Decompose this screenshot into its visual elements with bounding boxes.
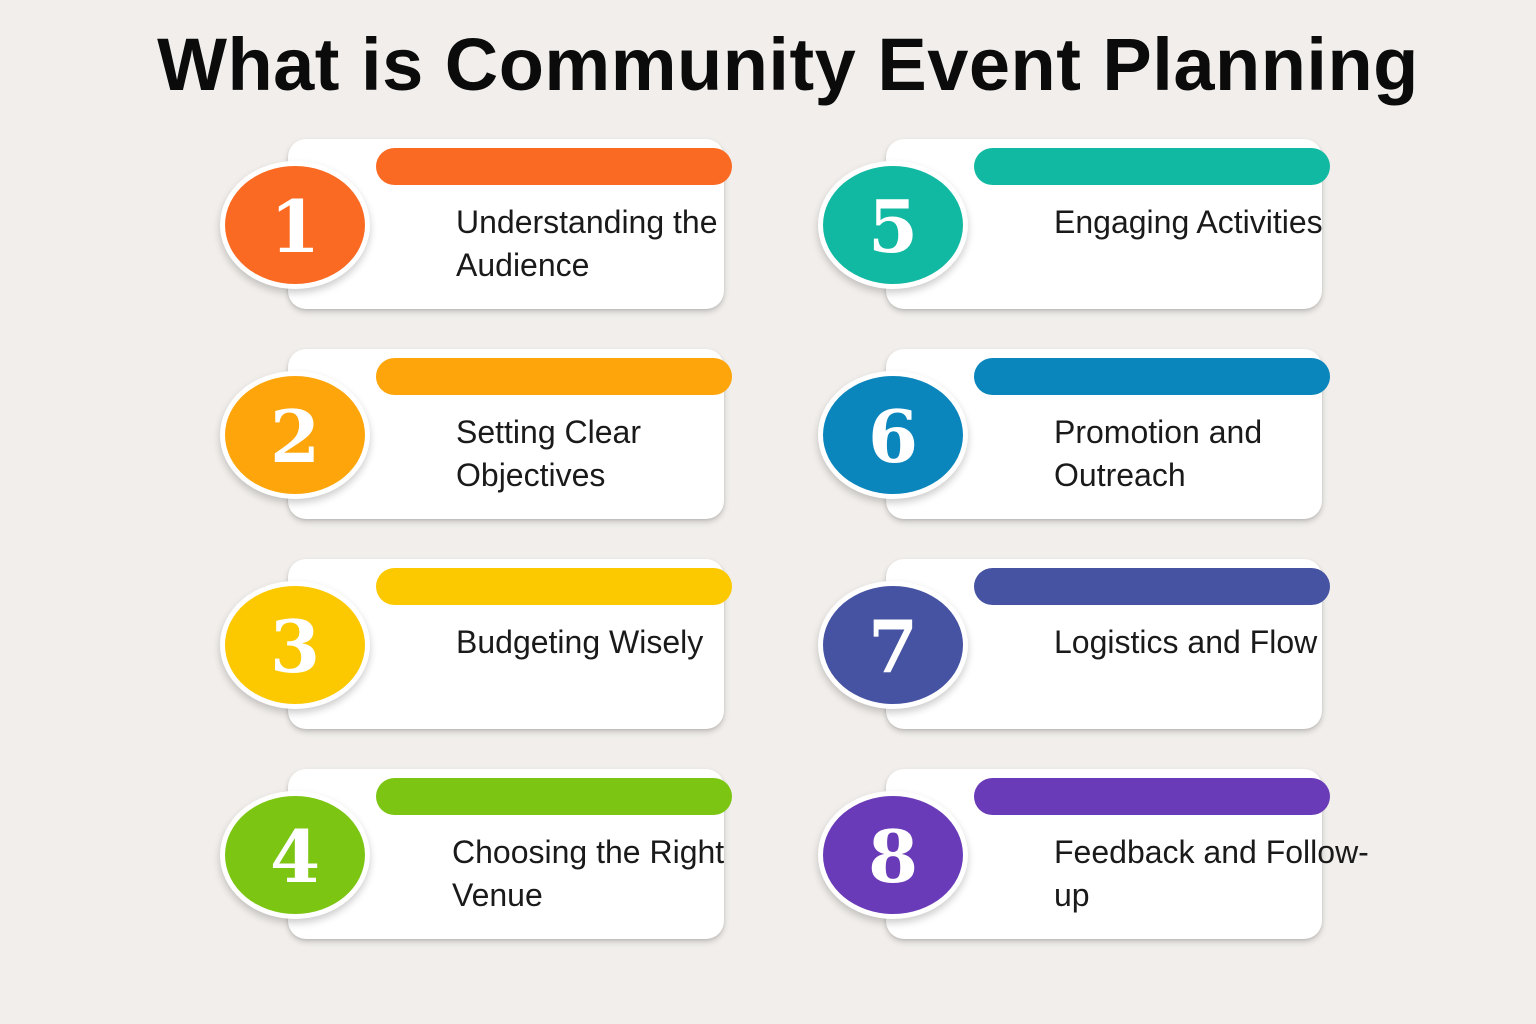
step-6: Promotion and Outreach 6 bbox=[818, 349, 1338, 521]
step-2: Setting Clear Objectives 2 bbox=[220, 349, 740, 521]
step-label: Logistics and Flow bbox=[1054, 624, 1318, 660]
step-color-bar bbox=[974, 148, 1330, 185]
step-number: 5 bbox=[867, 184, 919, 269]
step-number: 3 bbox=[269, 604, 321, 689]
step-1: Understanding the Audience 1 bbox=[220, 139, 740, 311]
step-color-bar bbox=[974, 358, 1330, 395]
step-color-bar bbox=[376, 568, 732, 605]
step-number: 7 bbox=[867, 604, 919, 689]
step-label: Engaging Activities bbox=[1054, 204, 1323, 240]
step-number-badge: 7 bbox=[818, 581, 968, 709]
page-title: What is Community Event Planning bbox=[157, 23, 1419, 106]
step-number-badge: 4 bbox=[220, 791, 370, 919]
step-number-badge: 8 bbox=[818, 791, 968, 919]
step-number-badge: 1 bbox=[220, 161, 370, 289]
step-7: Logistics and Flow 7 bbox=[818, 559, 1338, 731]
step-number: 1 bbox=[269, 184, 321, 269]
step-number: 6 bbox=[867, 394, 919, 479]
step-label: Choosing the Right Venue bbox=[452, 834, 725, 913]
step-color-bar bbox=[376, 778, 732, 815]
step-number-badge: 3 bbox=[220, 581, 370, 709]
step-label: Setting Clear Objectives bbox=[456, 414, 641, 493]
step-color-bar bbox=[974, 568, 1330, 605]
step-number-badge: 2 bbox=[220, 371, 370, 499]
step-3: Budgeting Wisely 3 bbox=[220, 559, 740, 731]
step-color-bar bbox=[974, 778, 1330, 815]
step-number: 8 bbox=[867, 814, 919, 899]
step-label: Understanding the Audience bbox=[456, 204, 718, 283]
step-5: Engaging Activities 5 bbox=[818, 139, 1338, 311]
step-number-badge: 6 bbox=[818, 371, 968, 499]
step-number: 4 bbox=[269, 814, 321, 899]
step-label: Promotion and Outreach bbox=[1054, 414, 1263, 493]
step-color-bar bbox=[376, 358, 732, 395]
step-label: Budgeting Wisely bbox=[456, 624, 704, 660]
step-label: Feedback and Follow-up bbox=[1054, 834, 1369, 913]
step-8: Feedback and Follow-up 8 bbox=[818, 769, 1369, 941]
step-number: 2 bbox=[269, 394, 321, 479]
step-number-badge: 5 bbox=[818, 161, 968, 289]
step-color-bar bbox=[376, 148, 732, 185]
step-4: Choosing the Right Venue 4 bbox=[220, 769, 740, 941]
